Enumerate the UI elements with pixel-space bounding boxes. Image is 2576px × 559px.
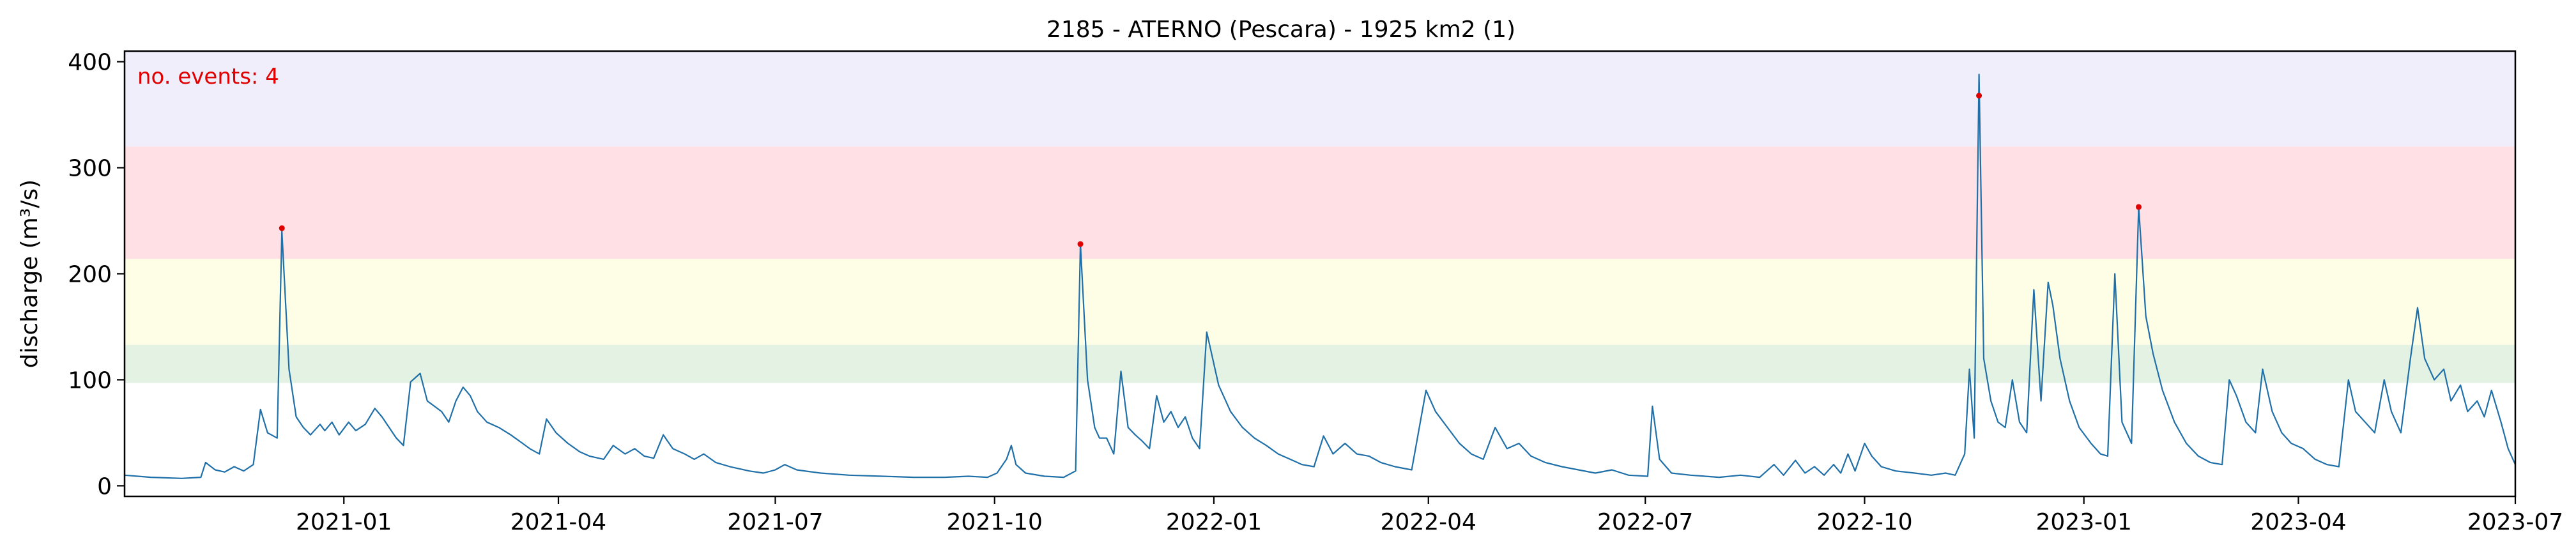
event-marker-3 [1976, 93, 1982, 99]
y-tick-label: 0 [97, 473, 112, 500]
x-tick-label: 2021-10 [947, 509, 1043, 535]
threshold-band-2 [125, 259, 2515, 345]
x-tick-label: 2023-04 [2250, 509, 2346, 535]
threshold-band-1 [125, 344, 2515, 383]
x-tick-label: 2022-01 [1166, 509, 1262, 535]
x-tick-label: 2021-01 [296, 509, 392, 535]
chart-title: 2185 - ATERNO (Pescara) - 1925 km2 (1) [1046, 17, 1515, 43]
x-tick-label: 2021-04 [510, 509, 606, 535]
y-tick-label: 300 [68, 156, 112, 182]
threshold-band-4 [125, 51, 2515, 147]
y-tick-label: 400 [68, 50, 112, 76]
threshold-band-3 [125, 146, 2515, 259]
x-tick-label: 2023-07 [2467, 509, 2563, 535]
y-axis-label: discharge (m³/s) [17, 180, 43, 368]
events-annotation: no. events: 4 [137, 64, 279, 89]
x-tick-label: 2022-07 [1597, 509, 1693, 535]
discharge-series-line [124, 73, 2517, 479]
x-tick-label: 2022-10 [1816, 509, 1912, 535]
x-tick-label: 2021-07 [727, 509, 823, 535]
y-tick-label: 200 [68, 262, 112, 288]
event-marker-4 [2136, 204, 2142, 210]
y-tick-label: 100 [68, 367, 112, 394]
event-marker-2 [1077, 241, 1084, 247]
x-tick-label: 2022-04 [1381, 509, 1476, 535]
x-tick-label: 2023-01 [2036, 509, 2132, 535]
event-marker-1 [279, 225, 285, 231]
